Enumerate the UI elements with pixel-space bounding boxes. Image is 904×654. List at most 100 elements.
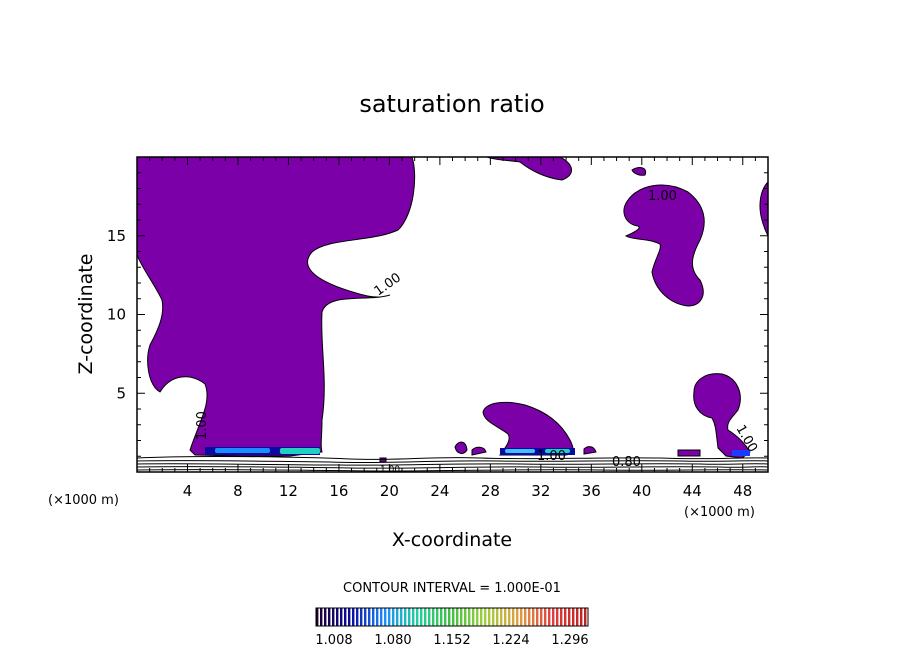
colorbar-segment [408, 608, 411, 626]
colorbar-segment [388, 608, 391, 626]
colorbar-segment [340, 608, 343, 626]
x-axis-label: X-coordinate [392, 529, 512, 551]
colorbar-segment [432, 608, 435, 626]
saturated-region-top-center [486, 156, 572, 181]
colorbar-segment [480, 608, 483, 626]
high-saturation-patch [500, 448, 575, 455]
x-tick-label: 20 [380, 482, 399, 500]
saturated-fragment [454, 441, 468, 454]
saturated-fragment [583, 446, 597, 455]
contour-label: 1.00 [648, 189, 677, 204]
high-saturation-patch [732, 450, 750, 456]
high-saturation-patch [280, 448, 320, 454]
x-tick-label: 4 [183, 482, 193, 500]
colorbar-segment [460, 608, 463, 626]
colorbar-segment [564, 608, 567, 626]
colorbar-segment [364, 608, 367, 626]
x-axis: 4 8 12 16 20 24 28 32 36 40 44 48 [149, 157, 756, 500]
colorbar-segment [576, 608, 579, 626]
x-unit-left: (×1000 m) [48, 493, 119, 508]
y-axis-label: Z-coordinate [75, 254, 97, 375]
colorbar-segment [544, 608, 547, 626]
colorbar-segment [512, 608, 515, 626]
colorbar-segment [332, 608, 335, 626]
colorbar-segment [464, 608, 467, 626]
colorbar-segment [400, 608, 403, 626]
colorbar-segment [452, 608, 455, 626]
high-saturation-patch [545, 449, 570, 453]
contour-label: 1.00 [380, 465, 400, 475]
colorbar-segment [528, 608, 531, 626]
colorbar-segment [524, 608, 527, 626]
contour-label: 1.00 [195, 411, 210, 440]
colorbar-frame [315, 607, 589, 627]
chart-title: saturation ratio [359, 90, 544, 118]
colorbar-segment [436, 608, 439, 626]
y-tick-label: 10 [107, 306, 126, 324]
colorbar-segment [328, 608, 331, 626]
colorbar-segment [536, 608, 539, 626]
contour-label: 1.00 [372, 270, 404, 299]
x-tick-label: 40 [632, 482, 651, 500]
colorbar-tick-label: 1.080 [374, 633, 411, 648]
colorbar-tick-label: 1.152 [433, 633, 470, 648]
colorbar-segment [392, 608, 395, 626]
x-tick-label: 28 [481, 482, 500, 500]
colorbar-segment [500, 608, 503, 626]
high-saturation-patch [505, 449, 535, 453]
colorbar-segment [484, 608, 487, 626]
colorbar-segment [420, 608, 423, 626]
contour-label: 1.00 [537, 449, 566, 464]
colorbar-segment [356, 608, 359, 626]
colorbar-segment [384, 608, 387, 626]
colorbar-segment [380, 608, 383, 626]
colorbar-segment [492, 608, 495, 626]
colorbar-segment [320, 608, 323, 626]
colorbar-segment [456, 608, 459, 626]
colorbar-tick-label: 1.296 [551, 633, 588, 648]
x-tick-label: 32 [531, 482, 550, 500]
x-tick-label: 12 [279, 482, 298, 500]
colorbar-tick-label: 1.008 [315, 633, 352, 648]
colorbar-segment [520, 608, 523, 626]
colorbar-segment [556, 608, 559, 626]
colorbar-segment [440, 608, 443, 626]
colorbar-segment [316, 608, 319, 626]
high-saturation-patch [215, 448, 270, 453]
y-tick-label: 5 [116, 384, 126, 402]
x-tick-label: 48 [733, 482, 752, 500]
saturated-fragment [677, 449, 701, 457]
colorbar-segment [468, 608, 471, 626]
colorbar-segment [372, 608, 375, 626]
x-tick-label: 36 [582, 482, 601, 500]
colorbar-segment [424, 608, 427, 626]
x-tick-label: 8 [233, 482, 243, 500]
saturated-fragment [471, 446, 487, 456]
colorbar-segment [324, 608, 327, 626]
colorbar-segment [352, 608, 355, 626]
contour-label: 0.80 [612, 455, 641, 470]
colorbar-segment [448, 608, 451, 626]
colorbar-segment [548, 608, 551, 626]
y-tick-label: 15 [107, 227, 126, 245]
colorbar-segment [476, 608, 479, 626]
saturated-region-right-bubble [693, 373, 751, 459]
colorbar-segment [568, 608, 571, 626]
colorbar-segment [496, 608, 499, 626]
x-tick-label: 44 [683, 482, 702, 500]
x-tick-label: 24 [430, 482, 449, 500]
colorbar-segment [344, 608, 347, 626]
colorbar-segment [488, 608, 491, 626]
colorbar-segment [540, 608, 543, 626]
colorbar-segment [368, 608, 371, 626]
colorbar-segment [516, 608, 519, 626]
saturated-region-main [136, 156, 416, 457]
saturated-region-center-bubble [482, 401, 574, 456]
colorbar-segment [584, 608, 587, 626]
colorbar-segment [572, 608, 575, 626]
plot-area: 1.00 1.00 1.00 1.00 1.00 0.80 1.00 [136, 156, 769, 475]
colorbar [315, 607, 589, 627]
colorbar-ticks: 1.008 1.080 1.152 1.224 1.296 [315, 633, 588, 648]
saturated-region-right-edge [759, 180, 769, 237]
